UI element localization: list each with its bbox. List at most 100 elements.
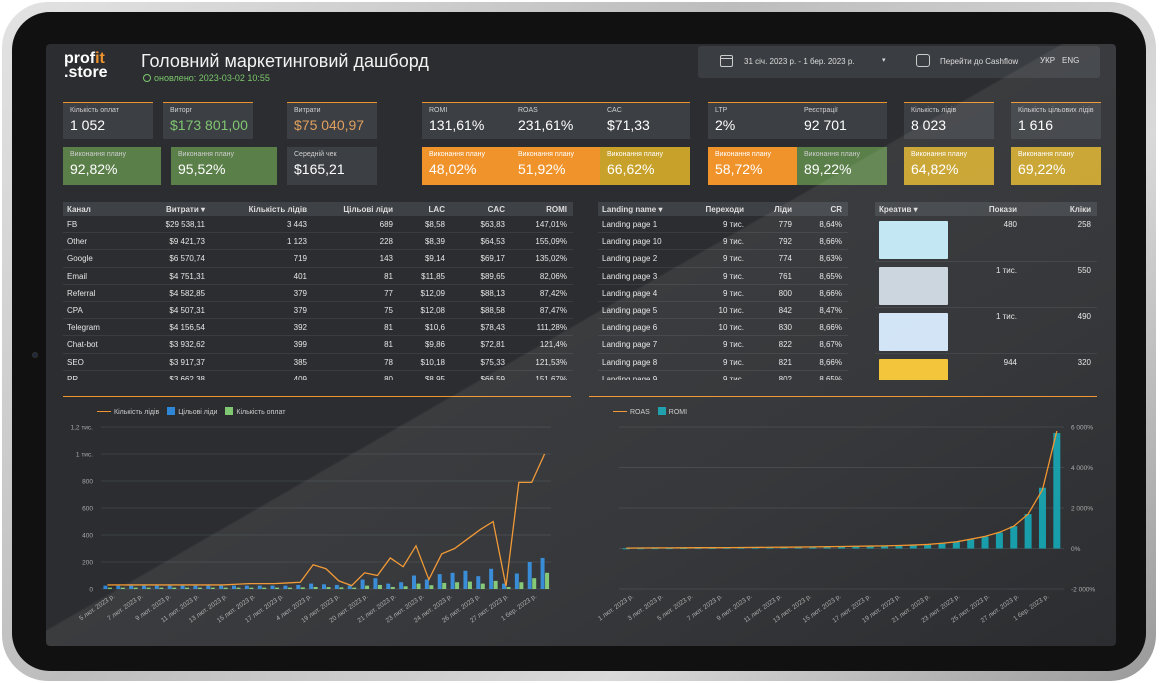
creative-thumbnail[interactable]	[879, 359, 948, 380]
bar-payments[interactable]	[107, 587, 112, 589]
bar-target-leads[interactable]	[514, 573, 519, 589]
bar-romi[interactable]	[694, 547, 702, 549]
bar-payments[interactable]	[159, 587, 164, 589]
bar-target-leads[interactable]	[283, 585, 288, 589]
bar-payments[interactable]	[545, 572, 550, 589]
table-row[interactable]: Telegram $4 156,54 392 81 $10,6 $78,43 111,28%	[63, 319, 573, 337]
table-row[interactable]: Landing page 4 9 тис. 800 8,66%	[598, 285, 848, 302]
bar-target-leads[interactable]	[424, 579, 429, 589]
table-row[interactable]: Landing page 8 9 тис. 821 8,66%	[598, 354, 848, 371]
bar-payments[interactable]	[223, 587, 228, 589]
bar-romi[interactable]	[723, 547, 731, 549]
column-header[interactable]: Landing name ▾	[602, 205, 663, 214]
table-row[interactable]: Landing page 3 9 тис. 761 8,65%	[598, 268, 848, 285]
creative-thumbnail[interactable]	[879, 221, 948, 259]
bar-romi[interactable]	[780, 547, 788, 549]
bar-payments[interactable]	[236, 587, 241, 589]
bar-target-leads[interactable]	[347, 585, 352, 589]
bar-target-leads[interactable]	[399, 582, 404, 589]
column-header[interactable]: Кліки	[1069, 205, 1091, 214]
cashflow-icon[interactable]	[916, 54, 930, 67]
table-row[interactable]: Referral $4 582,85 379 77 $12,09 $88,13 87,42%	[63, 285, 573, 302]
bar-payments[interactable]	[146, 587, 151, 589]
bar-payments[interactable]	[287, 587, 292, 589]
bar-romi[interactable]	[680, 547, 688, 549]
bar-target-leads[interactable]	[322, 584, 326, 589]
bar-target-leads[interactable]	[219, 585, 224, 589]
bar-target-leads[interactable]	[244, 585, 249, 589]
bar-payments[interactable]	[120, 587, 125, 589]
bar-target-leads[interactable]	[334, 584, 339, 589]
bar-payments[interactable]	[429, 585, 434, 589]
bar-romi[interactable]	[622, 548, 630, 550]
column-header[interactable]: Кількість лідів	[248, 205, 307, 214]
bar-payments[interactable]	[467, 581, 472, 589]
bar-payments[interactable]	[442, 582, 447, 589]
bar-romi[interactable]	[909, 545, 917, 549]
bar-target-leads[interactable]	[232, 585, 236, 589]
bar-target-leads[interactable]	[296, 584, 301, 589]
bar-target-leads[interactable]	[463, 570, 468, 589]
column-header[interactable]: LAC	[428, 205, 445, 214]
bar-target-leads[interactable]	[180, 585, 185, 589]
column-header[interactable]: Витрати ▾	[165, 205, 205, 214]
column-header[interactable]: CAC	[487, 205, 505, 214]
bar-target-leads[interactable]	[450, 572, 455, 589]
bar-romi[interactable]	[751, 547, 759, 549]
bar-target-leads[interactable]	[437, 574, 442, 589]
table-row[interactable]: Landing page 2 9 тис. 774 8,63%	[598, 250, 848, 268]
creative-thumbnail[interactable]	[879, 313, 948, 351]
bar-payments[interactable]	[377, 584, 382, 589]
bar-payments[interactable]	[326, 587, 331, 589]
table-row[interactable]: Google $6 570,74 719 143 $9,14 $69,17 135,02%	[63, 250, 573, 268]
bar-payments[interactable]	[249, 587, 254, 589]
bar-romi[interactable]	[938, 543, 946, 549]
bar-payments[interactable]	[493, 580, 498, 589]
bar-payments[interactable]	[403, 586, 408, 589]
table-row[interactable]: Email $4 751,31 401 81 $11,85 $89,65 82,06%	[63, 268, 573, 285]
bar-payments[interactable]	[197, 587, 202, 589]
column-header[interactable]: Канал	[67, 205, 91, 214]
table-row[interactable]: Landing page 5 10 тис. 842 8,47%	[598, 302, 848, 320]
bar-payments[interactable]	[416, 583, 421, 589]
bar-romi[interactable]	[1010, 526, 1018, 549]
column-header[interactable]: Покази	[988, 205, 1017, 214]
table-row[interactable]: Landing page 7 9 тис. 822 8,67%	[598, 336, 848, 354]
lang-ukr-button[interactable]: УКР	[1040, 56, 1056, 65]
bar-romi[interactable]	[1038, 487, 1046, 549]
bar-target-leads[interactable]	[206, 585, 211, 589]
bar-payments[interactable]	[172, 587, 177, 589]
bar-payments[interactable]	[313, 586, 318, 589]
lang-eng-button[interactable]: ENG	[1062, 56, 1080, 65]
bar-romi[interactable]	[924, 544, 932, 549]
bar-payments[interactable]	[365, 585, 370, 589]
bar-target-leads[interactable]	[502, 583, 506, 589]
bar-target-leads[interactable]	[386, 583, 391, 589]
table-row[interactable]: Chat-bot $3 932,62 399 81 $9,86 $72,81 121,4%	[63, 336, 573, 354]
bar-romi[interactable]	[838, 546, 845, 549]
bar-payments[interactable]	[455, 582, 460, 589]
bar-payments[interactable]	[390, 586, 395, 589]
bar-romi[interactable]	[737, 547, 745, 549]
series-line[interactable]	[107, 453, 546, 587]
table-body[interactable]: FB $29 538,11 3 443 689 $8,58 $63,83 147,01% Ot…	[63, 216, 573, 380]
bar-payments[interactable]	[352, 587, 357, 589]
table-row[interactable]: Landing page 1 9 тис. 779 8,64%	[598, 216, 848, 234]
creative-row[interactable]: 1 тис. 550	[875, 262, 1097, 308]
column-header[interactable]: Креатив ▾	[879, 205, 918, 214]
bar-romi[interactable]	[952, 542, 960, 549]
bar-target-leads[interactable]	[540, 557, 545, 589]
bar-payments[interactable]	[300, 587, 305, 589]
table-body[interactable]: 480 258 1 тис. 550 1 тис. 490 944 320	[875, 216, 1097, 380]
table-row[interactable]: Landing page 9 9 тис. 802 8,65%	[598, 371, 848, 380]
bar-romi[interactable]	[708, 547, 716, 549]
bar-payments[interactable]	[480, 583, 485, 589]
bar-target-leads[interactable]	[154, 585, 159, 589]
bar-payments[interactable]	[532, 578, 537, 589]
date-range-picker[interactable]: 31 січ. 2023 р. - 1 бер. 2023 р.	[744, 57, 855, 66]
bar-romi[interactable]	[809, 547, 817, 549]
bar-romi[interactable]	[823, 546, 831, 549]
series-line[interactable]	[626, 430, 1058, 549]
cashflow-link[interactable]: Перейти до Cashflow	[940, 57, 1019, 66]
